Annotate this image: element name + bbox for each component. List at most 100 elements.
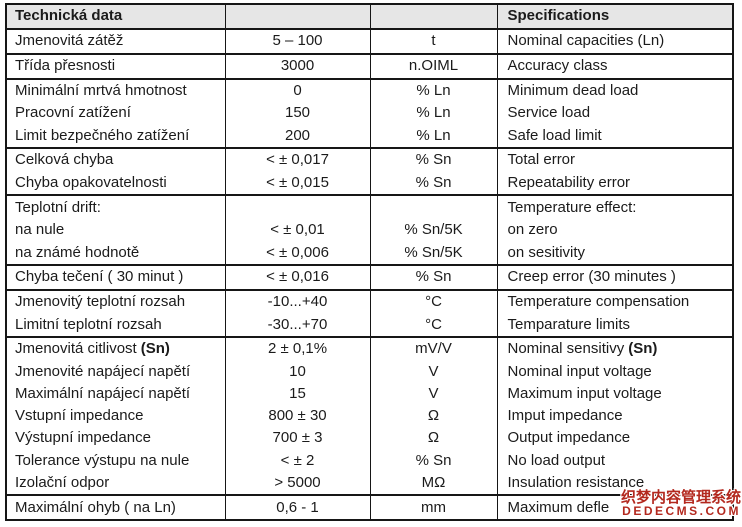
table-row: Jmenovitá citlivost (Sn) 2 ± 0,1% mV/V No… [7,336,732,361]
table-row: Pracovní zatížení 150 % Ln Service load [7,102,732,125]
table-row: Limitní teplotní rozsah -30...+70 °C Tem… [7,313,732,338]
unit-cell: % Ln [369,124,497,150]
table-row: Izolační odpor > 5000 MΩ Insulation resi… [7,471,732,497]
cz-label-cell: Vstupní impedance [15,407,144,425]
value-cell: 3000 [224,53,370,80]
value-cell: 15 [224,382,370,405]
table-row: Jmenovité napájecí napětí 10 V Nominal i… [7,360,732,383]
value-cell: -10...+40 [224,289,370,314]
unit-cell: % Sn [369,171,497,197]
en-label-cell: Output impedance [496,427,732,450]
table-row: na nule < ± 0,01 % Sn/5K on zero [7,218,732,242]
cz-label-cell: Jmenovité napájecí napětí [15,362,191,380]
en-label-cell: Service load [496,102,732,125]
value-cell: 800 ± 30 [224,404,370,428]
unit-cell: n.OIML [369,53,497,80]
unit-cell: MΩ [369,471,497,497]
table-row: Třída přesnosti 3000 n.OIML Accuracy cla… [7,53,732,80]
en-label-cell: Imput impedance [496,404,732,428]
value-cell: < ± 2 [224,449,370,472]
header-czech: Technická data [7,5,225,30]
specifications-table: Technická data Specifications Jmenovitá … [5,3,734,521]
table-row: Jmenovitá zátěž 5 – 100 t Nominal capaci… [7,28,732,55]
en-label-cell: Maximum input voltage [496,382,732,405]
unit-cell: % Sn [369,449,497,472]
value-cell: 5 – 100 [224,28,370,55]
table-row: Maximální ohyb ( na Ln) 0,6 - 1 mm Maxim… [7,495,732,519]
unit-cell: % Sn [369,264,497,291]
unit-cell: V [369,360,497,383]
cz-label-cell: Jmenovitá citlivost (Sn) [7,337,225,361]
cz-label-cell: Limit bezpečného zatížení [7,124,225,150]
unit-cell: % Sn/5K [369,241,497,266]
cz-label-cell: Limitní teplotní rozsah [7,313,225,338]
table-row: Celková chyba < ± 0,017 % Sn Total error [7,148,732,172]
en-label-cell: Minimum dead load [496,78,732,103]
unit-cell: Ω [369,427,497,450]
unit-cell: % Ln [369,102,497,125]
en-label-text: Nominal sensitivy [507,340,625,358]
unit-cell: % Ln [369,78,497,103]
value-cell: < ± 0,015 [224,171,370,197]
cz-label-cell: Jmenovitá zátěž [7,28,225,55]
value-cell: > 5000 [224,471,370,497]
unit-cell: % Sn/5K [369,218,497,242]
en-label-cell: Temperature effect: [496,195,732,219]
unit-cell: mm [369,495,497,519]
table-row: Jmenovitý teplotní rozsah -10...+40 °C T… [7,289,732,314]
cz-label-cell: Třída přesnosti [7,53,225,80]
value-cell: 150 [224,102,370,125]
value-cell [224,195,370,219]
table-row: Limit bezpečného zatížení 200 % Ln Safe … [7,124,732,150]
en-label-cell: Nominal input voltage [496,360,732,383]
en-label-cell: Nominal sensitivy (Sn) [496,336,732,361]
value-cell: 2 ± 0,1% [224,336,370,361]
en-label-cell: Temperature compensation [496,289,732,314]
unit-cell: °C [369,313,497,338]
header-english: Specifications [496,5,732,30]
en-label-cell: on zero [496,218,732,242]
en-label-cell: Insulation resistance [496,471,732,497]
en-label-cell: Temparature limits [496,313,732,338]
unit-cell: °C [369,289,497,314]
unit-cell: Ω [369,404,497,428]
cz-label-cell: Maximální napájecí napětí [15,384,191,402]
en-label-cell: Creep error (30 minutes ) [496,264,732,291]
en-label-cell: on sesitivity [496,241,732,266]
en-label-cell: Total error [496,148,732,172]
table-header-row: Technická data Specifications [7,5,732,30]
value-cell: < ± 0,017 [224,148,370,172]
en-label-bold-text: (Sn) [628,340,658,358]
cz-label-text: Jmenovitá citlivost [15,340,137,358]
cz-label-cell: na nule [15,221,65,239]
unit-cell: mV/V [369,336,497,361]
value-cell: < ± 0,006 [224,241,370,266]
en-label-cell: Maximum defle [496,495,732,519]
value-cell: 10 [224,360,370,383]
unit-cell: % Sn [369,148,497,172]
table-row: Minimální mrtvá hmotnost 0 % Ln Minimum … [7,78,732,103]
table-row: Tolerance výstupu na nule < ± 2 % Sn No … [7,449,732,472]
cz-label-cell: Chyba tečení ( 30 minut ) [7,264,225,291]
table-row: na známé hodnotě < ± 0,006 % Sn/5K on se… [7,241,732,266]
unit-cell: V [369,382,497,405]
table-row: Výstupní impedance 700 ± 3 Ω Output impe… [7,427,732,450]
value-cell: 0,6 - 1 [224,495,370,519]
table-row: Teplotní drift: Temperature effect: [7,195,732,219]
en-label-cell: Nominal capacities (Ln) [496,28,732,55]
cz-label-cell: Celková chyba [15,151,114,169]
cz-label-cell: Chyba opakovatelnosti [7,171,225,197]
cz-label-bold-text: (Sn) [140,340,170,358]
value-cell: -30...+70 [224,313,370,338]
en-label-cell: Safe load limit [496,124,732,150]
en-label-cell: Accuracy class [496,53,732,80]
cz-label-cell: Minimální mrtvá hmotnost [15,82,187,100]
header-unit [369,5,497,30]
header-value [224,5,370,30]
value-cell: 200 [224,124,370,150]
cz-label-cell: Izolační odpor [7,471,225,497]
cz-label-cell: Jmenovitý teplotní rozsah [15,293,186,311]
unit-cell: t [369,28,497,55]
cz-label-cell: Tolerance výstupu na nule [15,451,190,469]
cz-label-cell: Maximální ohyb ( na Ln) [15,498,176,516]
